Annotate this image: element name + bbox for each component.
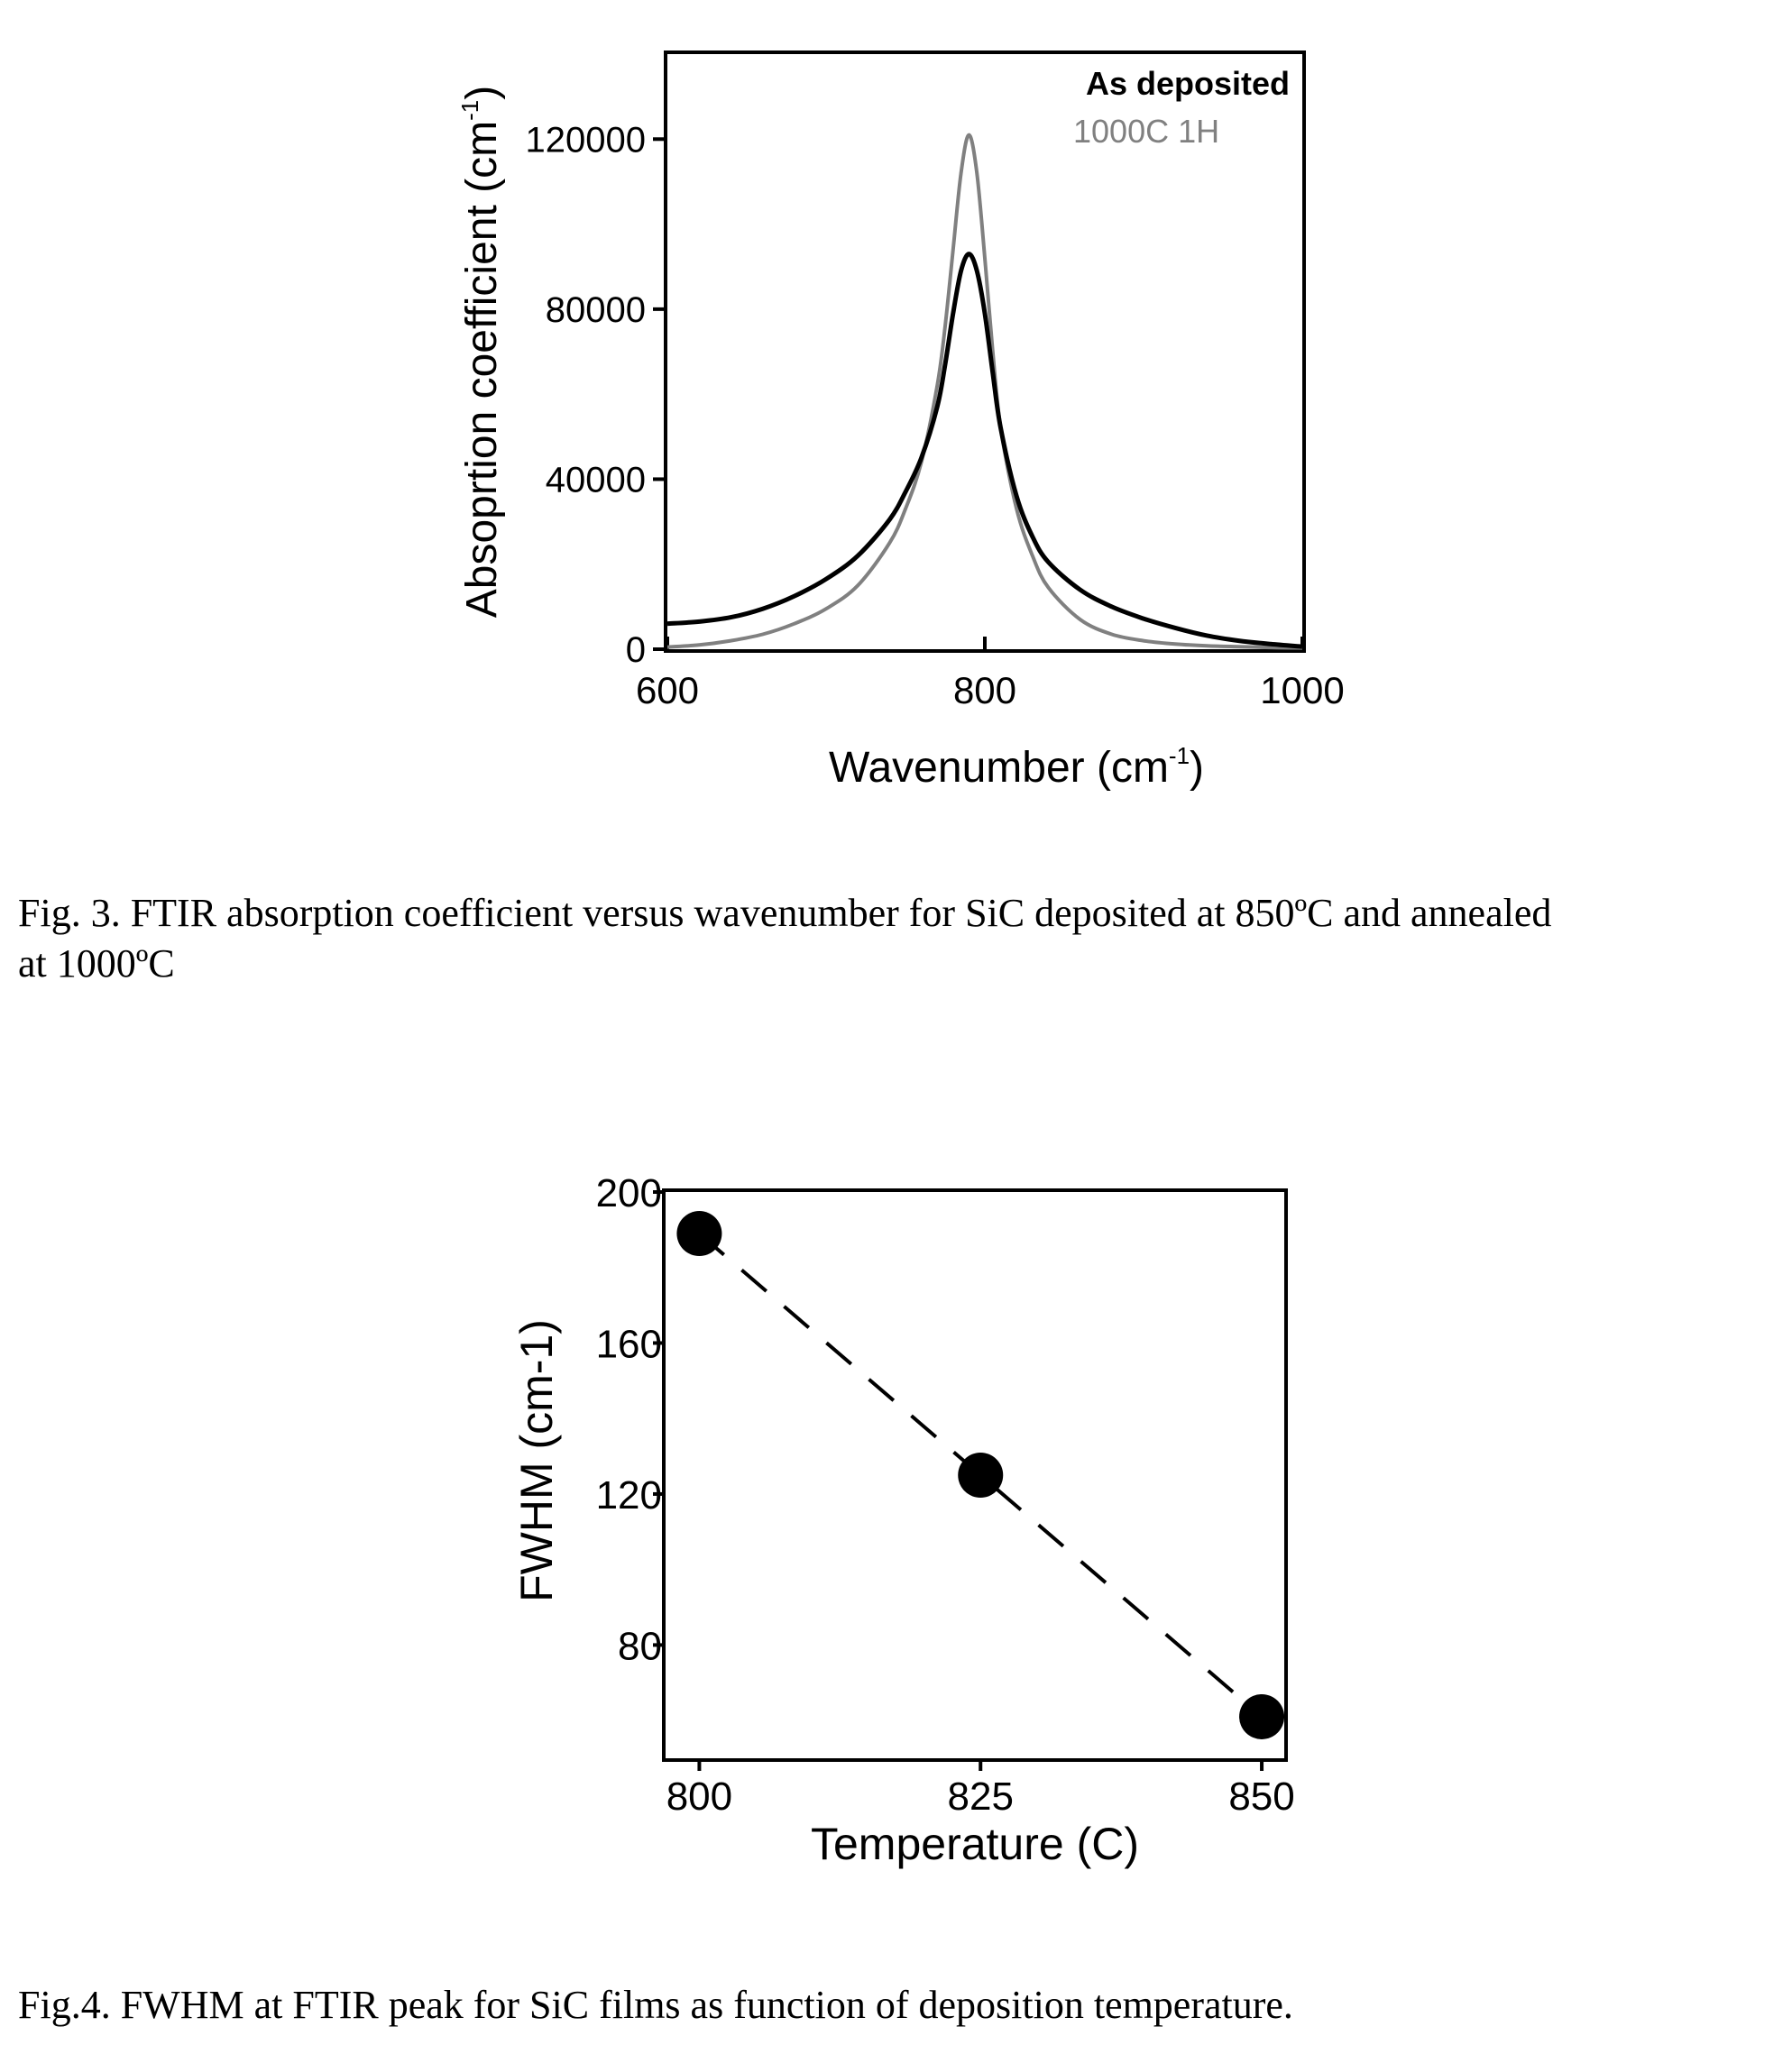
fig4-data-point [958, 1453, 1004, 1498]
fig4-y-tick-label: 200 [596, 1171, 662, 1215]
fig3-y-axis-label: Absoprtion coefficient (cm-1) [456, 86, 506, 618]
fig3-series-annealed-line [666, 133, 1303, 650]
fig4-trend-dashed-line [698, 1232, 1264, 1719]
fig4-data-point [676, 1211, 722, 1257]
fig3-chart: 600 800 1000 0 40000 80000 120000 As deposited… [456, 50, 1345, 792]
fig3-y-tick-label: 120000 [526, 120, 646, 160]
fig3-legend-label-as-deposited: As deposited [1086, 65, 1290, 102]
fig3-caption-line2: at 1000ºC [18, 941, 175, 986]
fig4-caption: Fig.4. FWHM at FTIR peak for SiC films a… [18, 1983, 1293, 2027]
fig3-caption: Fig. 3. FTIR absorption coefficient vers… [18, 888, 1777, 989]
fig4-chart: 800 825 850 80 120 160 200 Temperature (C) FWH… [511, 1171, 1295, 1869]
fig3-series-group [666, 133, 1303, 650]
fig3-y-tick-label: 0 [626, 630, 646, 670]
fig4-x-axis-label: Temperature (C) [811, 1819, 1139, 1869]
fig4-x-tick-label: 825 [948, 1774, 1014, 1819]
fig3-x-tick-label: 800 [953, 669, 1016, 711]
fig3-legend-label-annealed: 1000C 1H [1073, 113, 1219, 150]
fig3-x-tick-label: 1000 [1260, 669, 1344, 711]
fig4-y-tick-label: 120 [596, 1473, 662, 1518]
fig3-x-axis-label: Wavenumber (cm-1) [829, 742, 1204, 792]
fig3-caption-line1: Fig. 3. FTIR absorption coefficient vers… [18, 891, 1552, 935]
fig4-y-tick-label: 80 [618, 1624, 662, 1668]
fig4-data-point [1239, 1693, 1285, 1739]
fig3-plot-frame [664, 50, 1306, 653]
fig4-y-axis-label: FWHM (cm-1) [511, 1319, 562, 1602]
fig4-y-tick-label: 160 [596, 1322, 662, 1366]
fig3-x-tick-label: 600 [636, 669, 699, 711]
fig4-x-tick-label: 850 [1228, 1774, 1294, 1819]
fig4-plot-frame [662, 1188, 1288, 1762]
fig3-ticks: 600 800 1000 0 40000 80000 120000 [526, 120, 1345, 711]
fig3-series-as-deposited-line [666, 252, 1303, 649]
fig4-x-tick-label: 800 [666, 1774, 732, 1819]
fig3-y-tick-label: 40000 [546, 460, 646, 500]
fig3-y-tick-label: 80000 [546, 290, 646, 330]
fig4-ticks: 800 825 850 80 120 160 200 [596, 1171, 1295, 1819]
fig4-series-group [676, 1211, 1285, 1739]
